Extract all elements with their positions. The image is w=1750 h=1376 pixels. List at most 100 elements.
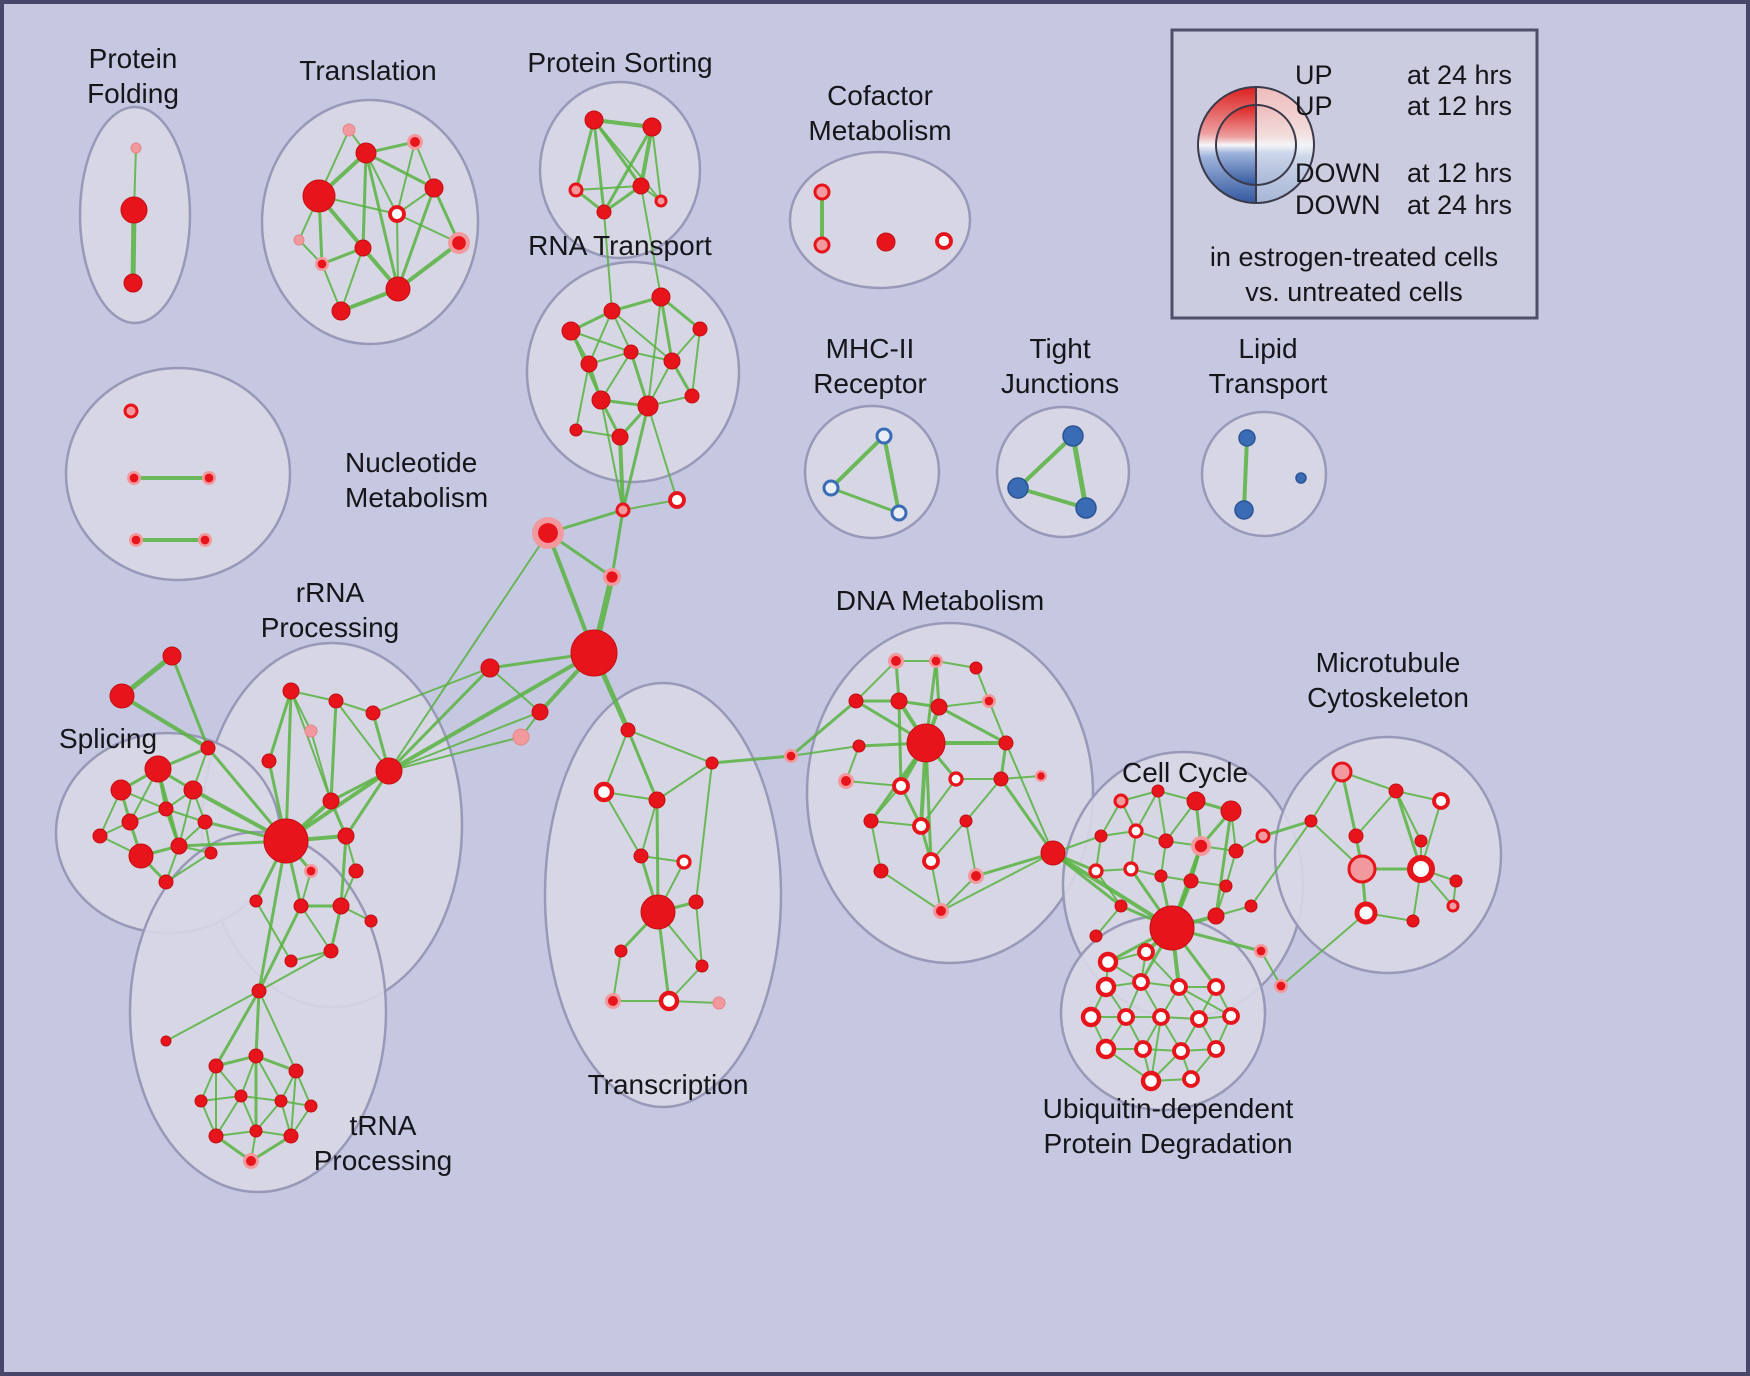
node-dm15	[1035, 770, 1047, 782]
node-rr6	[375, 757, 403, 785]
cluster-label-microtubule-cytoskeleton: Cytoskeleton	[1307, 682, 1469, 713]
node-tc4	[705, 756, 719, 770]
legend-row-label: UP	[1295, 91, 1333, 121]
node-ub6	[1207, 978, 1225, 996]
node-t7	[388, 205, 406, 223]
edge-tn1-tn2	[165, 990, 260, 1042]
node-nm1	[123, 403, 139, 419]
edge-rt1-rt6	[570, 330, 632, 353]
node-ub4	[1132, 973, 1150, 991]
edge-rr15-rr17	[255, 900, 292, 962]
node-tj2	[1007, 477, 1029, 499]
node-c2	[668, 491, 686, 509]
cluster-dna-metabolism	[805, 621, 1095, 965]
node-sp11	[92, 828, 108, 844]
edge-ps1-ps6	[593, 119, 662, 202]
edge-tn4-tn8	[255, 1055, 282, 1102]
edge-t2-t5	[364, 151, 436, 190]
node-tn10	[208, 1128, 224, 1144]
node-rt10	[684, 388, 700, 404]
edge-dm10-ccx	[1005, 742, 1054, 854]
node-nm5	[198, 533, 212, 547]
node-tn1	[251, 983, 267, 999]
node-tn6	[194, 1094, 208, 1108]
node-cc2	[1151, 784, 1165, 798]
node-sp1	[110, 779, 132, 801]
edge-c1-c4	[610, 508, 625, 579]
node-ub8	[1117, 1008, 1135, 1026]
node-dm7	[982, 694, 996, 708]
edge-dm16-dm20	[870, 820, 882, 872]
edge-dm18-dm21	[965, 820, 977, 877]
node-cc21	[1254, 944, 1268, 958]
node-tn13	[243, 1153, 259, 1169]
cluster-label-trna-processing: Processing	[314, 1145, 453, 1176]
edge-rt9-c2	[647, 405, 678, 501]
edge-ps4-rt3	[640, 185, 662, 298]
node-rt8	[591, 390, 611, 410]
edge-t5-t10	[396, 186, 436, 291]
node-cc9	[1228, 843, 1244, 859]
cluster-label-protein-sorting: Protein Sorting	[527, 47, 712, 78]
node-nm4	[129, 533, 143, 547]
edge-tn8-tn11	[255, 1100, 282, 1132]
node-cm3	[876, 232, 896, 252]
edge-sx1-sx3	[170, 654, 210, 750]
node-mc12	[1446, 899, 1460, 913]
edge-t8-t11	[340, 247, 364, 312]
edge-tc3-tc4	[656, 762, 713, 801]
cluster-nucleotide-metabolism	[64, 366, 292, 582]
edge-rr1-rr8	[290, 690, 332, 802]
legend-caption-line1: in estrogen-treated cells	[1210, 242, 1498, 272]
node-sp9	[204, 846, 218, 860]
node-ub9	[1152, 1008, 1170, 1026]
edge-ps2-ps5	[602, 125, 654, 214]
cluster-label-cofactor-metabolism: Cofactor	[827, 80, 933, 111]
node-dm20	[873, 863, 889, 879]
legend-row-label: DOWN	[1295, 158, 1380, 188]
cluster-tight-junctions	[995, 405, 1131, 539]
node-rt5	[580, 355, 598, 373]
node-mc1	[1331, 761, 1353, 783]
node-rt11	[611, 428, 629, 446]
cluster-label-mhc-ii-receptor: Receptor	[813, 368, 927, 399]
node-tc12	[658, 990, 680, 1012]
cluster-label-lipid-transport: Transport	[1209, 368, 1328, 399]
node-cc19	[1114, 899, 1128, 913]
node-tj1	[1062, 425, 1084, 447]
node-mc2	[1388, 783, 1404, 799]
node-mc6	[1414, 834, 1428, 848]
edge-c6-rr3	[372, 667, 491, 714]
cluster-label-tight-junctions: Junctions	[1001, 368, 1119, 399]
node-cc10	[1255, 828, 1271, 844]
node-c6	[480, 658, 500, 678]
edge-dm21-ccx	[974, 851, 1055, 878]
node-rr17	[284, 954, 298, 968]
node-ub10	[1190, 1010, 1208, 1028]
node-sp10	[158, 874, 174, 890]
node-sp8	[170, 837, 188, 855]
node-tc8	[688, 894, 704, 910]
node-ub5	[1170, 978, 1188, 996]
edge-rt9-c1	[621, 404, 650, 512]
edge-ps1-ps5	[592, 118, 606, 214]
edge-dm20-dm22	[880, 870, 942, 912]
node-c3	[532, 517, 564, 549]
node-tn12	[283, 1128, 299, 1144]
node-mc7	[1347, 854, 1377, 884]
edge-t2-t7	[365, 152, 398, 215]
edge-dm8-dm19	[924, 741, 933, 863]
edge-lt1-lt2	[1242, 436, 1249, 512]
node-rt6	[623, 344, 639, 360]
edge-ub9-ub16	[1150, 1016, 1162, 1082]
legend-row-label: DOWN	[1295, 190, 1380, 220]
node-rr10	[304, 864, 318, 878]
node-rr15	[249, 894, 263, 908]
edge-sp3-sp8	[178, 789, 194, 847]
edge-ccx-cc16	[1051, 851, 1174, 930]
edge-t7-t10	[396, 213, 399, 290]
node-ccx	[1040, 840, 1066, 866]
edge-mc1-mc5	[1340, 770, 1358, 838]
node-dm3	[969, 661, 983, 675]
